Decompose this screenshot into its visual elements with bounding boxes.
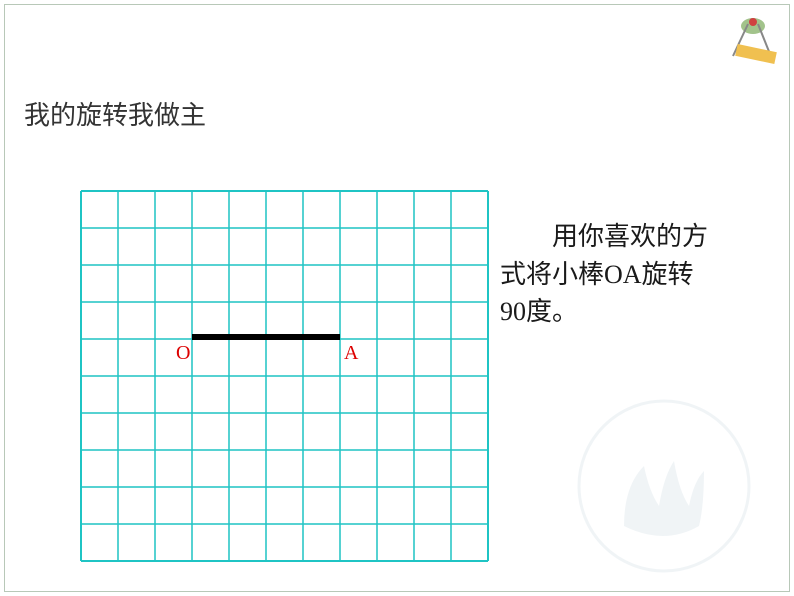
- watermark-icon: [574, 396, 754, 576]
- svg-text:O: O: [176, 342, 190, 364]
- math-tools-icon: [718, 6, 788, 76]
- instruction-line1: 用你喜欢的方: [552, 222, 708, 251]
- instruction-line3: 90度。: [500, 297, 578, 326]
- grid-diagram: OA: [80, 190, 489, 567]
- instruction-text: 用你喜欢的方 式将小棒OA旋转 90度。: [500, 218, 760, 331]
- page-title: 我的旋转我做主: [24, 95, 206, 132]
- svg-text:A: A: [344, 342, 359, 364]
- instruction-line2: 式将小棒OA旋转: [500, 260, 694, 289]
